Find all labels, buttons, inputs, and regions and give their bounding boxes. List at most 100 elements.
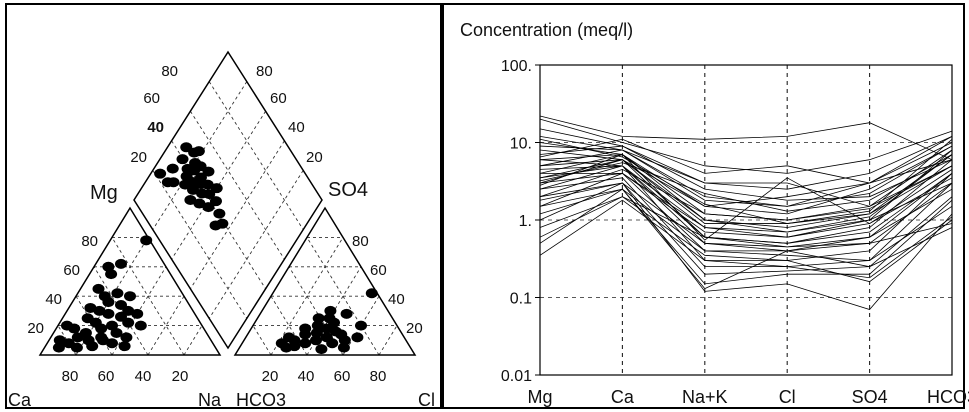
- y-axis-ticks: 100. 10. 1. 0.1 0.01: [501, 58, 540, 385]
- cl-label: Cl: [418, 390, 435, 410]
- cation-triangle-grid-line: [111, 266, 167, 356]
- series-line: [539, 165, 953, 221]
- diamond-grid-line: [190, 110, 285, 260]
- chart-grid: [540, 65, 952, 375]
- anion-point: [275, 338, 288, 349]
- cation-point: [131, 308, 144, 319]
- anion-right-tick-60: 60: [370, 262, 387, 279]
- cation-point: [52, 342, 65, 353]
- cation-point: [140, 235, 153, 246]
- series-line: [539, 145, 953, 207]
- cation-point: [70, 342, 83, 353]
- plot-area-frame: [539, 64, 953, 376]
- cation-bottom-tick-60: 60: [98, 368, 115, 385]
- diamond-left-tick-20: 20: [130, 149, 147, 166]
- cation-point: [124, 291, 136, 302]
- anion-point: [312, 313, 325, 324]
- y-tick-label: 0.01: [501, 368, 532, 385]
- series-line: [539, 196, 953, 283]
- cation-triangle-grid-line: [111, 237, 185, 356]
- diamond-point: [180, 171, 193, 182]
- diamond-grid-line: [152, 81, 248, 230]
- x-tick-label: Na+K: [682, 387, 728, 407]
- cation-left-tick-20: 20: [27, 320, 44, 337]
- x-tick-label: Mg: [527, 387, 552, 407]
- anion-triangle-grid-line: [378, 325, 398, 356]
- anion-point: [324, 305, 337, 316]
- anion-triangle-grid-line: [306, 237, 380, 356]
- diamond-grid-line: [171, 140, 266, 290]
- anion-bottom-tick-40: 40: [298, 368, 315, 385]
- anion-triangle-grid-line: [252, 325, 272, 356]
- series-line: [539, 115, 953, 161]
- cation-point: [134, 320, 147, 331]
- diamond-point: [213, 208, 226, 219]
- anion-triangle-grid-line: [306, 266, 362, 356]
- series-line: [539, 159, 953, 207]
- anion-point: [326, 338, 339, 349]
- anion-bottom-tick-60: 60: [334, 368, 351, 385]
- cation-point: [105, 269, 118, 280]
- series-line: [539, 159, 953, 224]
- anion-right-tick-20: 20: [406, 320, 423, 337]
- cation-point: [53, 335, 66, 346]
- series-line: [539, 154, 953, 212]
- cation-point: [86, 341, 99, 352]
- diamond-grid-line: [208, 81, 304, 230]
- diamond-point: [154, 168, 167, 179]
- anion-point: [355, 320, 367, 331]
- mg-label: Mg: [90, 182, 118, 204]
- cation-triangle-grid-line: [75, 237, 149, 356]
- chart-title: Concentration (meq/l): [460, 20, 633, 40]
- diamond-grid-line: [152, 170, 248, 319]
- diamond-grid-line: [208, 170, 304, 319]
- series-line: [539, 172, 953, 233]
- piper-points: [52, 142, 378, 355]
- cation-point: [111, 288, 124, 299]
- diamond-right-tick-60: 60: [270, 90, 287, 107]
- anion-point: [311, 320, 324, 331]
- diamond-point: [161, 177, 174, 188]
- series-line: [539, 128, 953, 190]
- piper-grid: [57, 81, 398, 356]
- y-tick-label: 0.1: [510, 291, 532, 308]
- anion-point: [315, 344, 328, 355]
- diamond-point: [202, 166, 215, 177]
- series-line: [539, 172, 953, 238]
- diamond-point: [202, 202, 215, 213]
- series-line: [539, 177, 953, 268]
- cation-bottom-tick-40: 40: [135, 368, 152, 385]
- diamond-grid-line: [190, 140, 285, 290]
- x-tick-label: SO4: [852, 387, 888, 407]
- diamond-point: [203, 189, 216, 200]
- piper-outlines: [38, 50, 417, 356]
- diamond-point: [201, 179, 214, 190]
- series-line: [539, 165, 953, 261]
- cation-point: [61, 320, 73, 331]
- cation-point: [84, 302, 97, 313]
- y-tick-label: 1.: [519, 213, 532, 230]
- cation-point: [98, 291, 111, 302]
- series-line: [539, 145, 953, 207]
- cation-point: [115, 258, 127, 269]
- x-tick-label: Cl: [779, 387, 796, 407]
- cation-point: [106, 320, 118, 331]
- y-tick-label: 100.: [501, 58, 532, 75]
- anion-triangle-grid-line: [270, 237, 344, 356]
- anion-triangle-outline: [233, 206, 417, 356]
- series-line: [539, 182, 953, 310]
- diamond-left-tick-60: 60: [143, 90, 160, 107]
- series-line: [539, 199, 953, 279]
- anion-bottom-tick-80: 80: [370, 368, 387, 385]
- diamond-point: [216, 218, 229, 229]
- cation-triangle-outline: [38, 206, 222, 356]
- piper-diagram: 80 60 40 20 80 60 40 20 Mg SO4 80 60 40 …: [8, 50, 435, 410]
- anion-triangle-grid-line: [288, 266, 344, 356]
- cation-point: [120, 332, 133, 343]
- series-line: [539, 136, 953, 184]
- anion-point: [365, 288, 378, 299]
- x-tick-label: Ca: [611, 387, 635, 407]
- diamond-point: [179, 179, 192, 190]
- cation-point: [122, 305, 135, 316]
